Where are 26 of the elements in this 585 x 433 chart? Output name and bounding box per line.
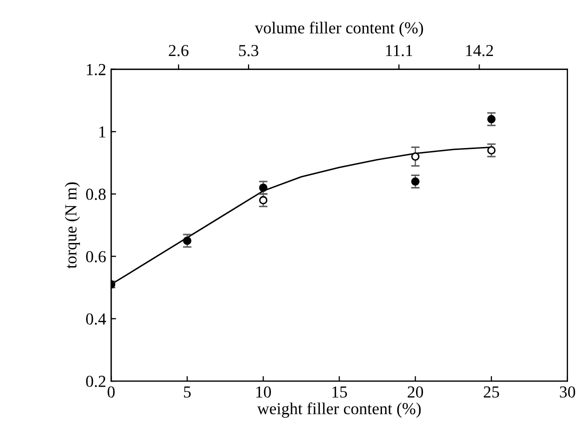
point	[183, 236, 192, 245]
x-axis-title: weight filler content (%)	[257, 402, 421, 418]
point	[411, 177, 420, 186]
x2-tick-label: 14.2	[466, 44, 493, 56]
x2-tick-label: 11.1	[386, 45, 412, 56]
y-tick-label: 0.6	[86, 251, 106, 262]
y-tick-label: 1.2	[86, 64, 106, 76]
y-tick-label: 0.2	[86, 376, 106, 388]
x-tick-label: 5	[184, 386, 191, 398]
x-tick-label: 30	[560, 386, 576, 398]
point	[487, 114, 496, 124]
x-tick-label: 20	[408, 386, 424, 398]
point	[487, 146, 496, 155]
x2-tick-label: 2.6	[168, 44, 188, 56]
y-axis-title: torque (N m)	[64, 182, 80, 268]
y-tick-label: 1	[99, 126, 106, 138]
y-tick-label: 0.4	[86, 313, 106, 325]
point	[411, 152, 420, 161]
point	[259, 196, 268, 204]
y-tick-label: 0.8	[86, 188, 106, 200]
x-tick-label: 15	[332, 386, 347, 398]
x-tick-label: 25	[484, 386, 500, 398]
x-tick-label: 10	[256, 386, 271, 398]
x2-tick-label: 5.3	[239, 44, 258, 56]
x2-axis-title: volume filler content (%)	[254, 22, 424, 37]
x-tick-label: 0	[108, 386, 115, 398]
